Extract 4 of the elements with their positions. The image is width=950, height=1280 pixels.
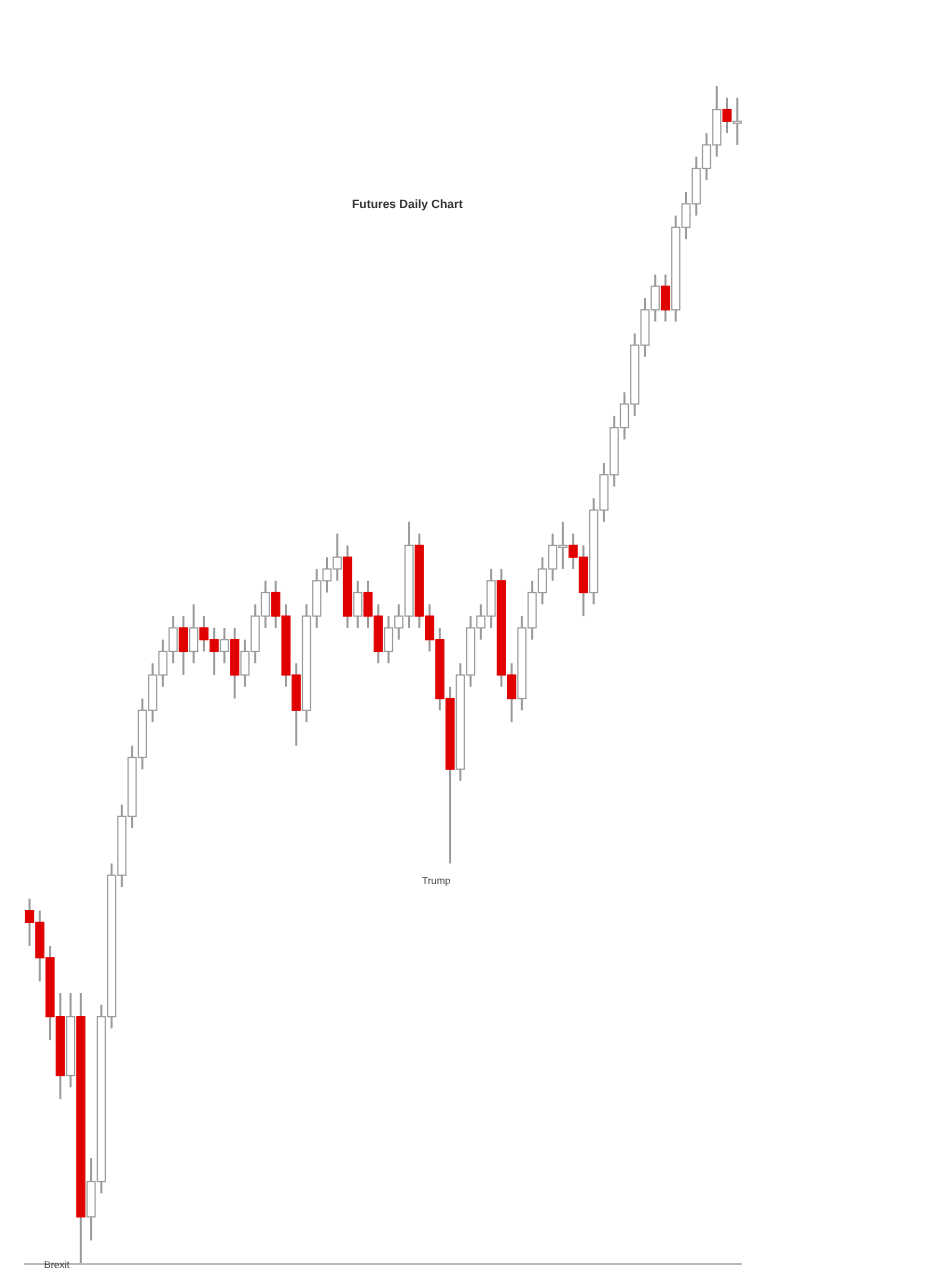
candlestick: [189, 603, 199, 665]
candlestick: [353, 579, 363, 629]
candlestick: [732, 96, 742, 146]
candlestick: [219, 626, 230, 665]
